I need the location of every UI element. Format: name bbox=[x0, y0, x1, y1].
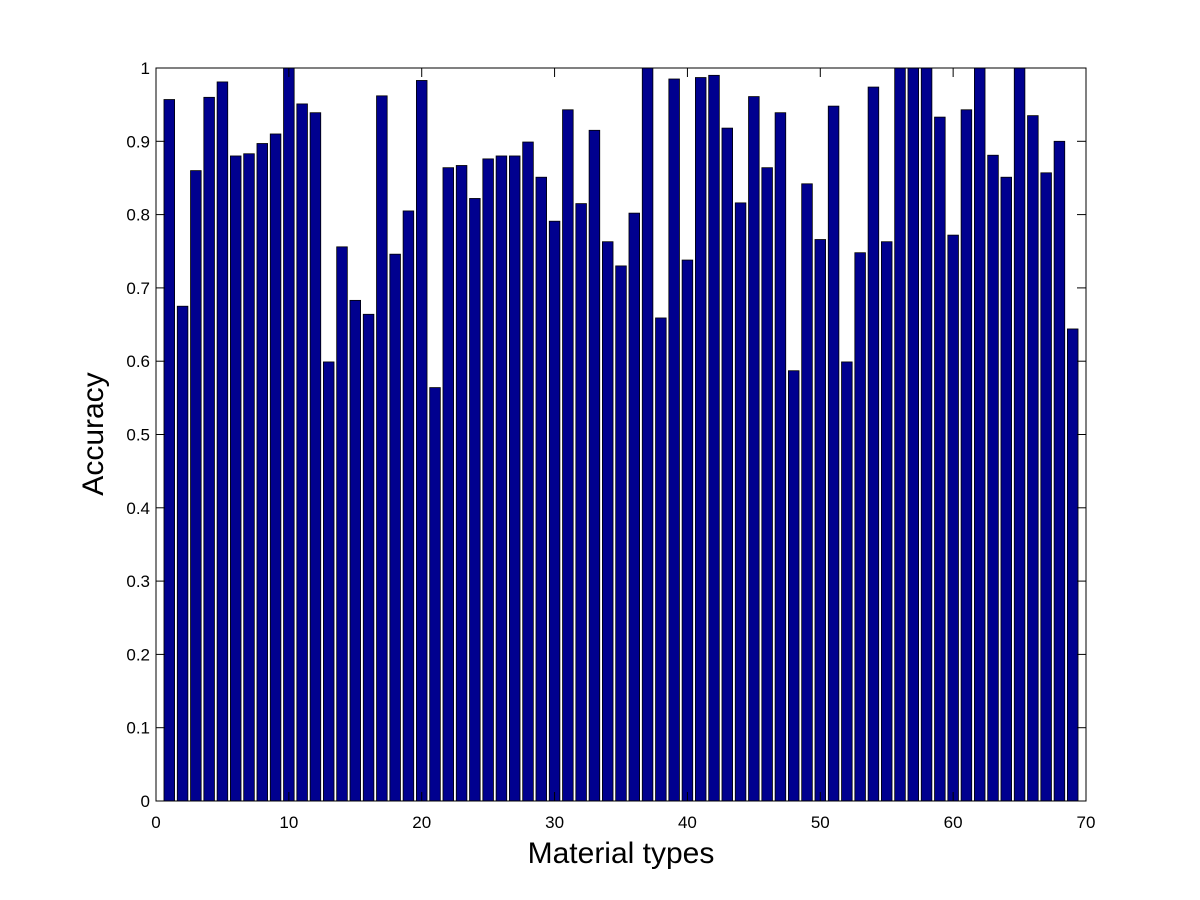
bar bbox=[322, 361, 335, 802]
bar bbox=[309, 112, 322, 802]
bar bbox=[283, 67, 295, 802]
x-tick-label: 40 bbox=[678, 813, 697, 832]
bar bbox=[841, 361, 853, 802]
bar bbox=[588, 129, 601, 802]
bar bbox=[243, 153, 255, 802]
bar bbox=[681, 259, 694, 802]
bar bbox=[881, 241, 893, 802]
x-tick-label: 30 bbox=[545, 813, 564, 832]
bar bbox=[1013, 67, 1026, 802]
y-tick-label: 0.4 bbox=[126, 499, 150, 518]
bar bbox=[628, 212, 640, 802]
bar bbox=[894, 67, 906, 802]
bar bbox=[907, 67, 919, 802]
bar bbox=[974, 67, 986, 802]
bar bbox=[934, 116, 946, 802]
bar bbox=[455, 165, 468, 802]
y-tick-label: 0.5 bbox=[126, 426, 150, 445]
y-tick-label: 0.3 bbox=[126, 572, 150, 591]
bar bbox=[761, 167, 773, 802]
bar bbox=[562, 109, 574, 802]
bar bbox=[495, 155, 508, 802]
x-tick-label: 60 bbox=[944, 813, 963, 832]
bar bbox=[402, 210, 415, 802]
bar bbox=[788, 370, 800, 802]
x-axis-label: Material types bbox=[528, 837, 715, 870]
bar bbox=[269, 133, 282, 802]
bar bbox=[482, 158, 494, 802]
bar bbox=[655, 317, 667, 802]
y-tick-label: 0 bbox=[141, 792, 150, 811]
bar bbox=[721, 127, 733, 802]
y-tick-label: 0.8 bbox=[126, 206, 150, 225]
bar bbox=[1000, 176, 1012, 802]
y-tick-label: 0.6 bbox=[126, 352, 150, 371]
ticks-group: 0 10 20 30 40 50 60 70 0 0.1 0.2 0.3 0.4 0.5 0.6 0.7 0.8… bbox=[126, 59, 1095, 832]
bar bbox=[668, 78, 680, 802]
bar bbox=[229, 155, 242, 802]
bar bbox=[920, 67, 933, 802]
bar bbox=[814, 239, 826, 802]
x-tick-label: 70 bbox=[1077, 813, 1096, 832]
bar bbox=[336, 246, 348, 802]
bar bbox=[602, 241, 614, 802]
y-tick-label: 0.9 bbox=[126, 132, 150, 151]
bar bbox=[615, 265, 627, 802]
bar bbox=[548, 220, 561, 802]
bar bbox=[987, 154, 999, 802]
bar bbox=[415, 80, 428, 802]
bar bbox=[867, 86, 880, 802]
bar bbox=[429, 387, 441, 802]
bar bbox=[376, 95, 388, 802]
x-tick-label: 10 bbox=[279, 813, 298, 832]
bar bbox=[1067, 328, 1079, 802]
bar bbox=[389, 253, 401, 802]
bar bbox=[960, 109, 973, 802]
bar bbox=[296, 103, 308, 802]
y-tick-label: 0.7 bbox=[126, 279, 150, 298]
bar bbox=[176, 305, 189, 802]
bar bbox=[256, 143, 269, 802]
bar bbox=[774, 112, 787, 802]
bar bbox=[641, 67, 654, 802]
bar bbox=[1027, 115, 1039, 802]
bar bbox=[535, 176, 547, 802]
bar bbox=[442, 167, 455, 802]
bar bbox=[708, 74, 720, 802]
y-axis-label: Accuracy bbox=[77, 372, 110, 495]
bar bbox=[216, 81, 229, 802]
bar bbox=[1053, 140, 1066, 802]
x-tick-label: 0 bbox=[151, 813, 160, 832]
bar bbox=[748, 96, 760, 802]
bar bbox=[734, 202, 747, 802]
bar bbox=[508, 155, 521, 802]
y-tick-label: 1 bbox=[141, 59, 150, 78]
bar bbox=[522, 141, 534, 802]
bar bbox=[1040, 172, 1052, 802]
bar bbox=[854, 252, 866, 802]
bar bbox=[190, 170, 202, 802]
bar bbox=[349, 299, 362, 802]
y-tick-label: 0.1 bbox=[126, 719, 150, 738]
plot-frame bbox=[155, 67, 1087, 802]
x-tick-label: 50 bbox=[811, 813, 830, 832]
bar bbox=[203, 96, 215, 802]
bar bbox=[947, 234, 959, 802]
bar bbox=[801, 183, 813, 802]
bar bbox=[469, 198, 481, 802]
bar bbox=[362, 313, 375, 802]
bar bbox=[163, 99, 176, 802]
x-tick-label: 20 bbox=[412, 813, 431, 832]
bar bbox=[827, 105, 840, 802]
bar bbox=[695, 77, 707, 802]
y-tick-label: 0.2 bbox=[126, 645, 150, 664]
bar bbox=[575, 203, 587, 802]
